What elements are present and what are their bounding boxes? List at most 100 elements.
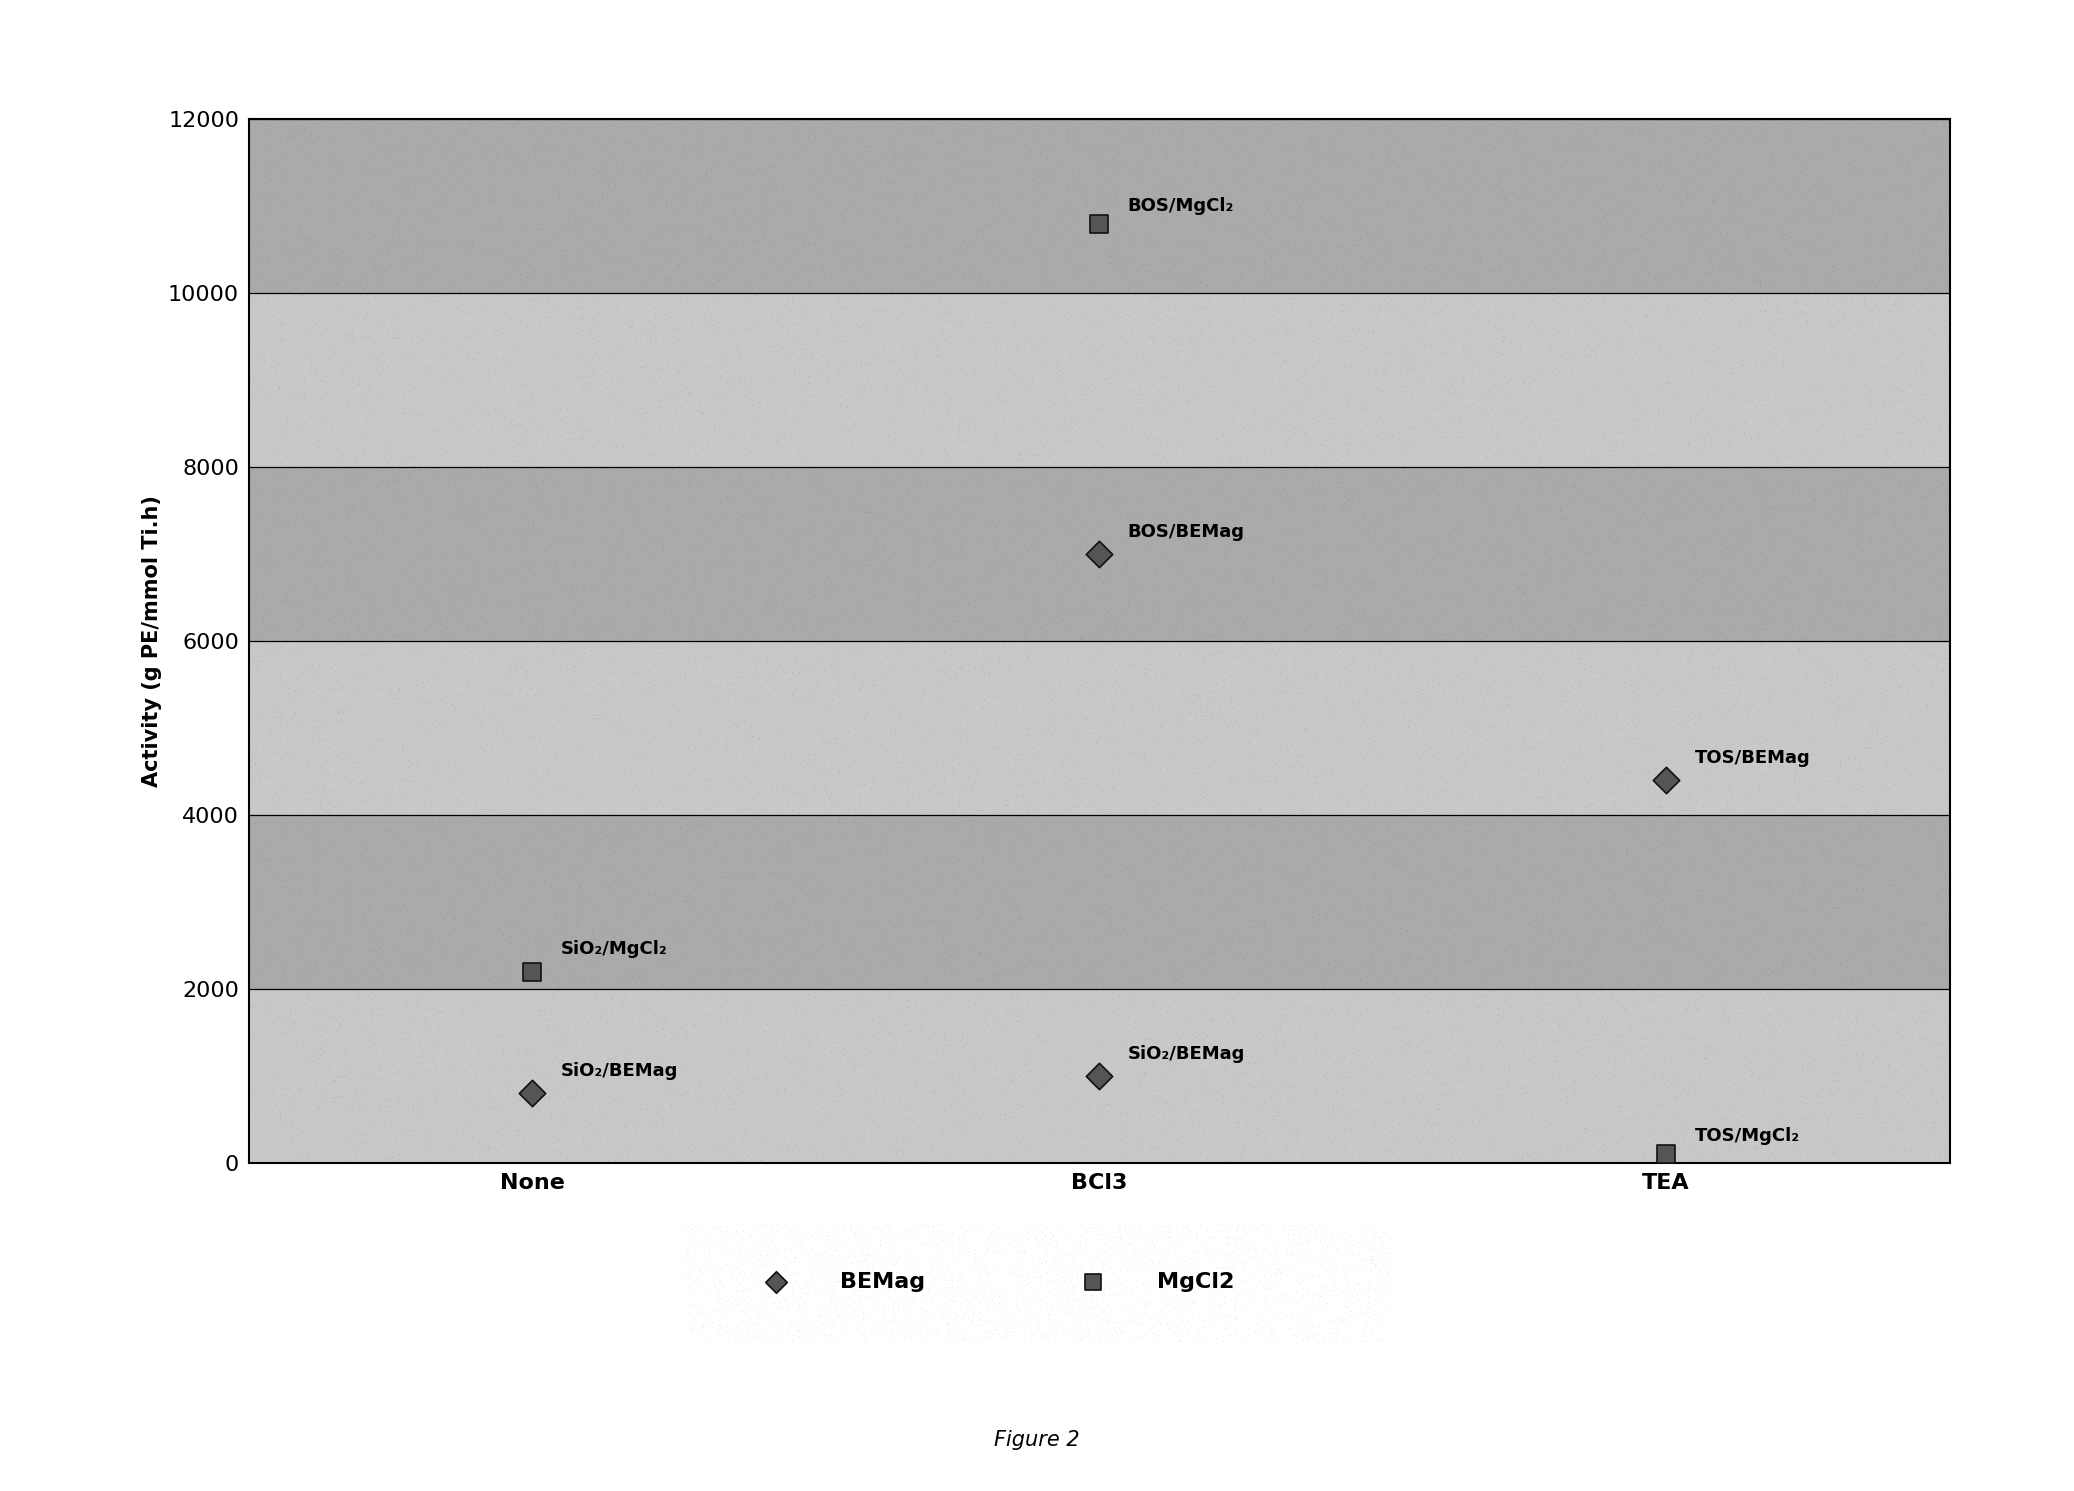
Point	[1545, 219, 1578, 243]
Point	[1512, 1144, 1545, 1167]
Point	[268, 772, 301, 796]
Point	[628, 945, 662, 969]
Point	[923, 331, 956, 355]
Point	[382, 869, 415, 893]
Point	[1470, 255, 1504, 279]
Point	[1388, 406, 1421, 429]
Point	[1705, 620, 1738, 644]
Point	[776, 1278, 809, 1302]
Point	[299, 166, 332, 189]
Point	[1269, 468, 1302, 492]
Point	[1609, 392, 1643, 416]
Point	[977, 820, 1010, 844]
Point	[467, 816, 500, 839]
Point	[1232, 295, 1265, 319]
Point	[709, 1254, 742, 1278]
Point	[1190, 397, 1224, 420]
Point	[1255, 1317, 1288, 1340]
Point	[823, 307, 857, 331]
Point	[597, 198, 630, 222]
Point	[1705, 410, 1738, 434]
Point	[1786, 605, 1819, 629]
Point	[854, 377, 888, 401]
Point	[251, 555, 284, 579]
Point	[927, 904, 960, 927]
Point	[1840, 1009, 1873, 1033]
Point	[1582, 540, 1616, 564]
Point	[1182, 449, 1215, 473]
Point	[684, 789, 718, 813]
Point	[1124, 355, 1157, 379]
Point	[1371, 285, 1404, 309]
Point	[1622, 972, 1655, 996]
Point	[1707, 971, 1740, 994]
Point	[1338, 678, 1371, 702]
Point	[1495, 330, 1529, 353]
Point	[436, 248, 469, 271]
Point	[1516, 523, 1549, 547]
Point	[1354, 1251, 1388, 1275]
Point	[1833, 564, 1867, 587]
Point	[494, 403, 527, 426]
Point	[958, 939, 991, 963]
Point	[952, 502, 985, 526]
Point	[942, 814, 975, 838]
Point	[460, 899, 494, 923]
Point	[898, 237, 931, 261]
Point	[1609, 1017, 1643, 1041]
Point	[508, 774, 541, 798]
Point	[624, 880, 657, 904]
Point	[313, 926, 346, 950]
Point	[1112, 719, 1145, 743]
Point	[1510, 753, 1543, 777]
Point	[929, 200, 962, 224]
Point	[1535, 805, 1568, 829]
Point	[1622, 631, 1655, 655]
Point	[342, 1106, 375, 1130]
Point	[643, 116, 676, 140]
Point	[363, 863, 396, 887]
Point	[1813, 917, 1846, 941]
Point	[1178, 340, 1211, 364]
Point	[577, 362, 610, 386]
Point	[817, 243, 850, 267]
Point	[413, 830, 446, 854]
Point	[377, 461, 411, 485]
Point	[1327, 298, 1361, 322]
Point	[1483, 1148, 1516, 1172]
Point	[589, 1105, 622, 1129]
Point	[1041, 1290, 1074, 1314]
Point	[875, 1074, 908, 1097]
Point	[751, 789, 784, 813]
Point	[1614, 502, 1647, 526]
Point	[863, 1291, 896, 1315]
Point	[1522, 304, 1556, 328]
Point	[1365, 963, 1398, 987]
Point	[1510, 180, 1543, 204]
Point	[890, 1072, 923, 1096]
Point	[1450, 441, 1483, 465]
Point	[1421, 543, 1454, 567]
Point	[1118, 1309, 1151, 1333]
Point	[1292, 1306, 1325, 1330]
Point	[774, 332, 807, 356]
Point	[1087, 622, 1120, 646]
Point	[890, 802, 923, 826]
Point	[1599, 465, 1632, 489]
Point	[394, 359, 427, 383]
Point	[413, 1121, 446, 1145]
Point	[450, 261, 483, 285]
Point	[1564, 945, 1597, 969]
Point	[272, 880, 305, 904]
Point	[562, 130, 595, 154]
Point	[960, 644, 993, 668]
Point	[1553, 1051, 1587, 1075]
Point	[1775, 434, 1809, 458]
Point	[427, 623, 460, 647]
Point	[1547, 908, 1580, 932]
Point	[1869, 394, 1902, 417]
Point	[705, 822, 738, 845]
Point	[1655, 708, 1688, 732]
Point	[380, 113, 413, 137]
Point	[1280, 956, 1313, 980]
